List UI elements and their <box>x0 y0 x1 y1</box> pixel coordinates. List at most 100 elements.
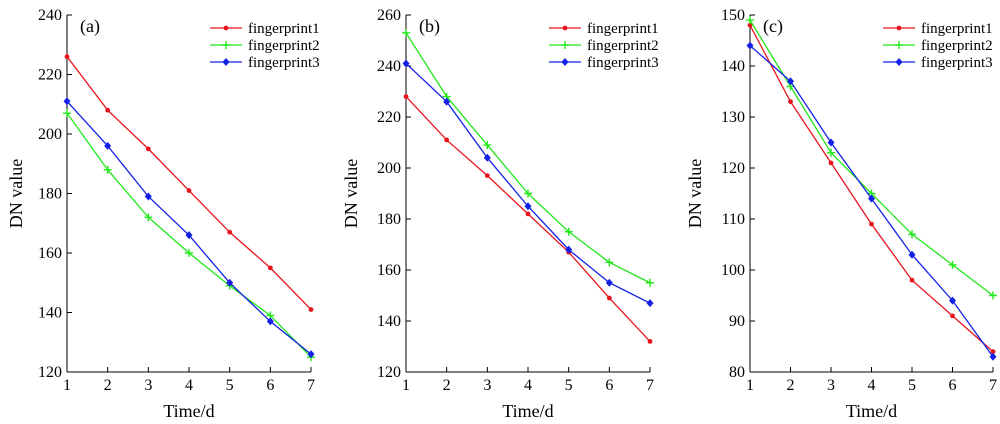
y-tick-label: 220 <box>377 109 401 126</box>
panel-label: (b) <box>419 16 440 37</box>
data-point <box>564 227 573 236</box>
data-point <box>524 202 532 211</box>
data-point <box>403 94 409 99</box>
data-point <box>483 141 492 150</box>
chart-panel-a: (a) 120 140 160 180 200 220 240 1 2 3 4 5 6 7 Time/d DN… <box>6 7 320 421</box>
x-axis-title: Time/d <box>163 401 214 421</box>
data-point <box>185 249 193 257</box>
data-point <box>484 173 490 179</box>
data-point <box>483 153 491 162</box>
y-tick-label: 200 <box>377 160 401 177</box>
x-tick-label: 5 <box>226 377 234 394</box>
data-point <box>565 245 573 254</box>
data-point <box>186 188 192 193</box>
y-tick-label: 140 <box>377 313 401 330</box>
legend-label: fingerprint3 <box>921 55 993 71</box>
y-tick-label: 260 <box>377 7 401 24</box>
data-point <box>266 317 274 326</box>
y-tick-label: 140 <box>721 58 745 75</box>
data-point <box>647 339 653 344</box>
y-tick-label: 220 <box>38 67 62 84</box>
data-point <box>990 349 996 354</box>
data-point <box>443 97 451 106</box>
chart-panel-b: (b) 120 140 160 180 200 220 240 260 1 2 3 4 5 6 7 Time/… <box>341 7 659 421</box>
data-point <box>144 192 152 201</box>
y-tick-label: 150 <box>721 7 745 24</box>
x-tick-label: 6 <box>605 377 613 394</box>
data-point <box>868 194 875 203</box>
x-tick-label: 7 <box>307 377 315 394</box>
data-point <box>989 291 997 300</box>
data-point <box>267 265 273 271</box>
data-point <box>950 313 955 319</box>
y-axis-title: DN value <box>341 159 361 228</box>
data-point <box>105 107 111 113</box>
x-axis-title: Time/d <box>502 401 553 421</box>
series-line <box>405 62 651 304</box>
x-tick-label: 7 <box>646 377 654 394</box>
series-line <box>749 24 994 353</box>
data-point <box>787 77 794 86</box>
data-point <box>828 160 834 166</box>
data-point <box>402 28 410 37</box>
data-point <box>223 25 229 31</box>
y-tick-label: 80 <box>729 364 745 381</box>
legend-label: fingerprint2 <box>921 38 993 54</box>
x-tick-label: 1 <box>63 377 71 394</box>
data-point <box>605 258 614 267</box>
data-point <box>909 277 915 283</box>
y-tick-label: 140 <box>38 305 62 322</box>
x-tick-label: 5 <box>908 377 916 394</box>
data-point <box>145 146 151 152</box>
data-point <box>561 58 569 66</box>
data-point <box>308 307 314 312</box>
data-point <box>869 221 874 227</box>
x-tick-label: 3 <box>483 377 491 394</box>
x-tick-label: 4 <box>868 377 876 394</box>
y-tick-label: 240 <box>377 58 401 75</box>
data-point <box>948 260 957 269</box>
data-point <box>525 211 531 217</box>
data-point <box>908 250 916 259</box>
data-point <box>746 41 754 50</box>
data-point <box>63 97 71 106</box>
x-tick-label: 3 <box>144 377 152 394</box>
data-point <box>896 25 902 31</box>
x-tick-label: 3 <box>827 377 835 394</box>
y-tick-label: 240 <box>38 7 62 24</box>
data-point <box>606 295 612 301</box>
y-tick-label: 90 <box>729 313 745 330</box>
data-point <box>222 58 230 66</box>
data-point <box>895 58 903 66</box>
y-tick-label: 110 <box>722 211 745 228</box>
y-tick-label: 160 <box>38 245 62 262</box>
panel-label: (c) <box>763 16 783 37</box>
data-point <box>827 148 835 157</box>
y-axis-title: DN value <box>6 159 26 228</box>
data-point <box>64 54 70 60</box>
data-point <box>222 41 230 49</box>
data-point <box>524 189 532 198</box>
data-point <box>63 109 71 118</box>
data-point <box>444 137 450 143</box>
legend-label: fingerprint1 <box>587 21 659 37</box>
y-tick-label: 180 <box>38 186 62 203</box>
chart-panel-c: (c) 80 90 100 110 120 130 140 150 1 2 3 4 5 6 7 Time/d D… <box>685 7 997 421</box>
data-point <box>104 141 112 150</box>
data-point <box>561 41 569 49</box>
x-tick-label: 7 <box>989 377 997 394</box>
data-point <box>402 59 410 68</box>
data-point <box>747 22 753 28</box>
series-line <box>405 96 651 342</box>
data-point <box>605 278 613 287</box>
y-tick-label: 130 <box>721 109 745 126</box>
x-axis-title: Time/d <box>846 401 897 421</box>
data-point <box>746 16 754 25</box>
data-point <box>227 229 233 235</box>
x-tick-label: 6 <box>266 377 274 394</box>
data-point <box>949 296 956 305</box>
x-tick-label: 1 <box>402 377 410 394</box>
legend-label: fingerprint3 <box>587 55 659 71</box>
data-point <box>788 99 793 105</box>
